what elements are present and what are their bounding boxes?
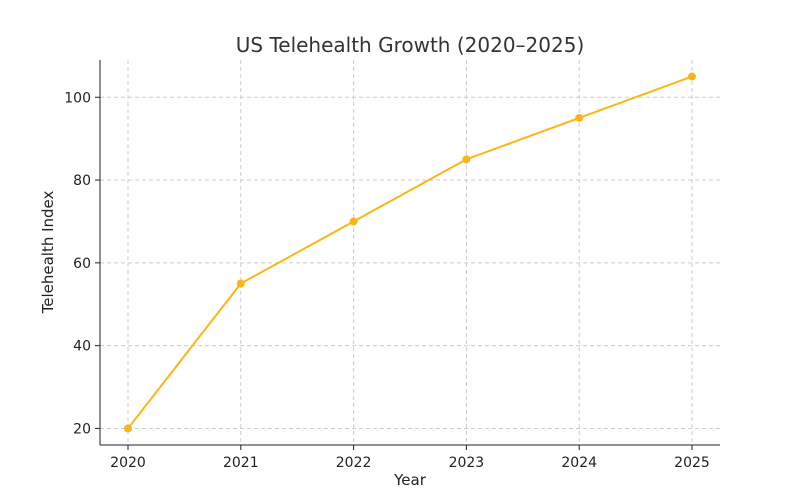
data-point-2024 [575, 113, 584, 122]
x-tick-label: 2023 [449, 455, 485, 471]
y-tick-label: 80 [73, 173, 91, 189]
data-point-2022 [349, 217, 358, 226]
chart-title: US Telehealth Growth (2020–2025) [236, 33, 585, 57]
x-axis-label: Year [393, 471, 427, 489]
x-tick-label: 2025 [674, 455, 710, 471]
y-axis-label: Telehealth Index [39, 190, 57, 314]
series-line [127, 75, 693, 430]
x-tick-label: 2022 [336, 455, 372, 471]
x-tick-label: 2024 [561, 455, 597, 471]
axis-ticks: 2020 2021 2022 2023 2024 2025 20 40 60 80 100 [64, 90, 710, 471]
y-tick-label: 20 [73, 421, 91, 437]
y-tick-label: 40 [73, 339, 91, 355]
grid [100, 60, 720, 445]
data-point-2025 [688, 72, 696, 81]
y-tick-label: 60 [73, 256, 91, 272]
data-point-2020 [124, 424, 132, 433]
series [124, 72, 696, 433]
data-point-2021 [236, 279, 245, 288]
x-tick-label: 2020 [110, 455, 146, 471]
y-tick-label: 100 [64, 90, 91, 106]
x-tick-label: 2021 [223, 455, 259, 471]
data-point-2023 [462, 155, 471, 164]
